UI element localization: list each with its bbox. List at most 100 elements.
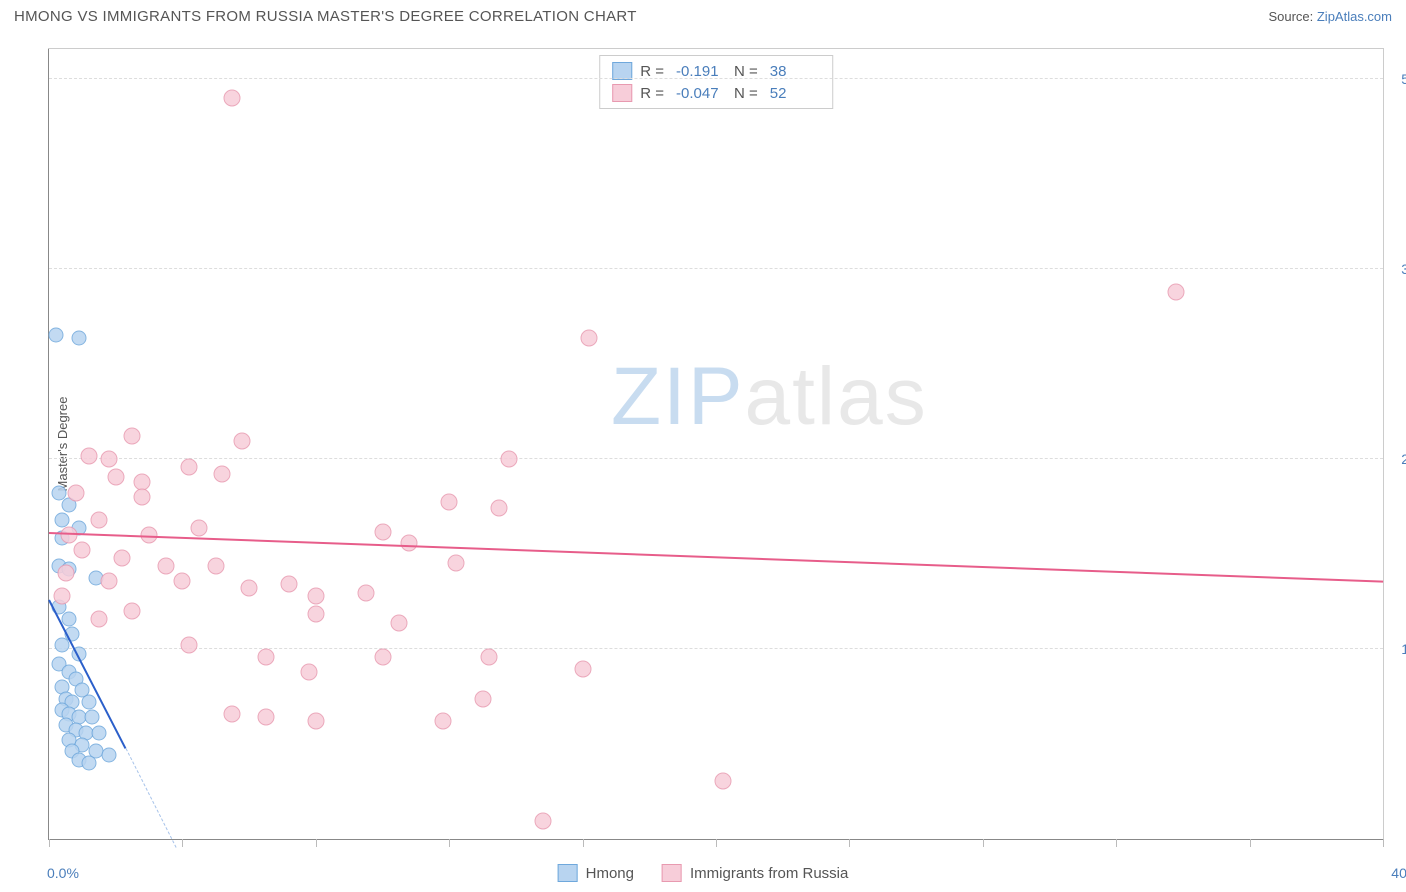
scatter-point — [224, 706, 241, 723]
chart-title: HMONG VS IMMIGRANTS FROM RUSSIA MASTER'S… — [14, 8, 637, 25]
gridline — [49, 648, 1383, 649]
scatter-point — [234, 432, 251, 449]
scatter-point — [574, 660, 591, 677]
scatter-point — [91, 511, 108, 528]
scatter-point — [62, 611, 77, 626]
scatter-point — [391, 615, 408, 632]
watermark-atlas: atlas — [745, 351, 928, 442]
chart-container: ZIPatlas Master's Degree 0.0% 40.0% R = … — [48, 48, 1384, 840]
y-tick-label: 12.5% — [1401, 641, 1406, 657]
scatter-point — [174, 572, 191, 589]
scatter-point — [501, 451, 518, 468]
n-label: N = — [734, 63, 758, 80]
swatch-hmong — [612, 62, 632, 80]
scatter-point — [74, 542, 91, 559]
y-axis-label: Master's Degree — [55, 397, 70, 492]
scatter-point — [48, 327, 63, 342]
scatter-point — [102, 748, 117, 763]
x-tick — [316, 839, 317, 847]
x-tick — [182, 839, 183, 847]
scatter-point — [82, 695, 97, 710]
trendline-extrapolation — [125, 748, 176, 847]
x-axis-min-label: 0.0% — [47, 865, 79, 881]
scatter-point — [134, 489, 151, 506]
scatter-point — [81, 448, 98, 465]
scatter-point — [61, 527, 78, 544]
plot-area: ZIPatlas Master's Degree 0.0% 40.0% R = … — [48, 49, 1383, 840]
stats-row-russia: R = -0.047 N = 52 — [612, 82, 820, 104]
scatter-point — [55, 512, 70, 527]
y-tick-label: 25.0% — [1401, 451, 1406, 467]
gridline — [49, 78, 1383, 79]
gridline — [49, 268, 1383, 269]
source-link[interactable]: ZipAtlas.com — [1317, 9, 1392, 24]
scatter-point — [307, 587, 324, 604]
scatter-point — [207, 557, 224, 574]
scatter-point — [447, 554, 464, 571]
scatter-point — [224, 89, 241, 106]
scatter-point — [581, 329, 598, 346]
trendline — [49, 532, 1383, 583]
x-tick — [849, 839, 850, 847]
header: HMONG VS IMMIGRANTS FROM RUSSIA MASTER'S… — [0, 0, 1406, 33]
n-label: N = — [734, 85, 758, 102]
scatter-point — [101, 572, 118, 589]
scatter-point — [714, 773, 731, 790]
y-tick-label: 37.5% — [1401, 261, 1406, 277]
source-attribution: Source: ZipAtlas.com — [1268, 9, 1392, 24]
x-tick — [1250, 839, 1251, 847]
swatch-russia — [612, 84, 632, 102]
scatter-point — [124, 428, 141, 445]
scatter-point — [54, 587, 71, 604]
scatter-point — [82, 756, 97, 771]
scatter-point — [67, 484, 84, 501]
x-tick — [716, 839, 717, 847]
scatter-point — [301, 663, 318, 680]
r-label: R = — [640, 63, 664, 80]
swatch-russia-icon — [662, 864, 682, 882]
scatter-point — [307, 606, 324, 623]
n-value-hmong: 38 — [770, 63, 820, 80]
scatter-point — [57, 565, 74, 582]
scatter-point — [357, 584, 374, 601]
n-value-russia: 52 — [770, 85, 820, 102]
y-tick-label: 50.0% — [1401, 71, 1406, 87]
scatter-point — [257, 648, 274, 665]
source-prefix: Source: — [1268, 9, 1316, 24]
scatter-point — [374, 648, 391, 665]
legend-label-russia: Immigrants from Russia — [690, 865, 848, 882]
scatter-point — [441, 493, 458, 510]
x-tick — [1116, 839, 1117, 847]
scatter-point — [85, 710, 100, 725]
scatter-point — [107, 469, 124, 486]
scatter-point — [181, 458, 198, 475]
r-value-russia: -0.047 — [676, 85, 726, 102]
x-tick — [449, 839, 450, 847]
scatter-point — [481, 648, 498, 665]
scatter-point — [241, 580, 258, 597]
scatter-point — [434, 712, 451, 729]
scatter-point — [181, 636, 198, 653]
watermark-zip: ZIP — [611, 351, 745, 442]
scatter-point — [534, 812, 551, 829]
x-tick — [1383, 839, 1384, 847]
scatter-point — [281, 575, 298, 592]
scatter-point — [474, 691, 491, 708]
scatter-point — [124, 603, 141, 620]
legend-item-hmong: Hmong — [558, 864, 634, 882]
swatch-hmong-icon — [558, 864, 578, 882]
stats-legend: R = -0.191 N = 38 R = -0.047 N = 52 — [599, 55, 833, 109]
scatter-point — [101, 451, 118, 468]
r-label: R = — [640, 85, 664, 102]
r-value-hmong: -0.191 — [676, 63, 726, 80]
scatter-point — [114, 549, 131, 566]
scatter-point — [307, 712, 324, 729]
x-tick — [983, 839, 984, 847]
scatter-point — [72, 330, 87, 345]
scatter-point — [91, 610, 108, 627]
gridline — [49, 458, 1383, 459]
x-tick — [49, 839, 50, 847]
scatter-point — [257, 709, 274, 726]
scatter-point — [191, 519, 208, 536]
legend-label-hmong: Hmong — [586, 865, 634, 882]
